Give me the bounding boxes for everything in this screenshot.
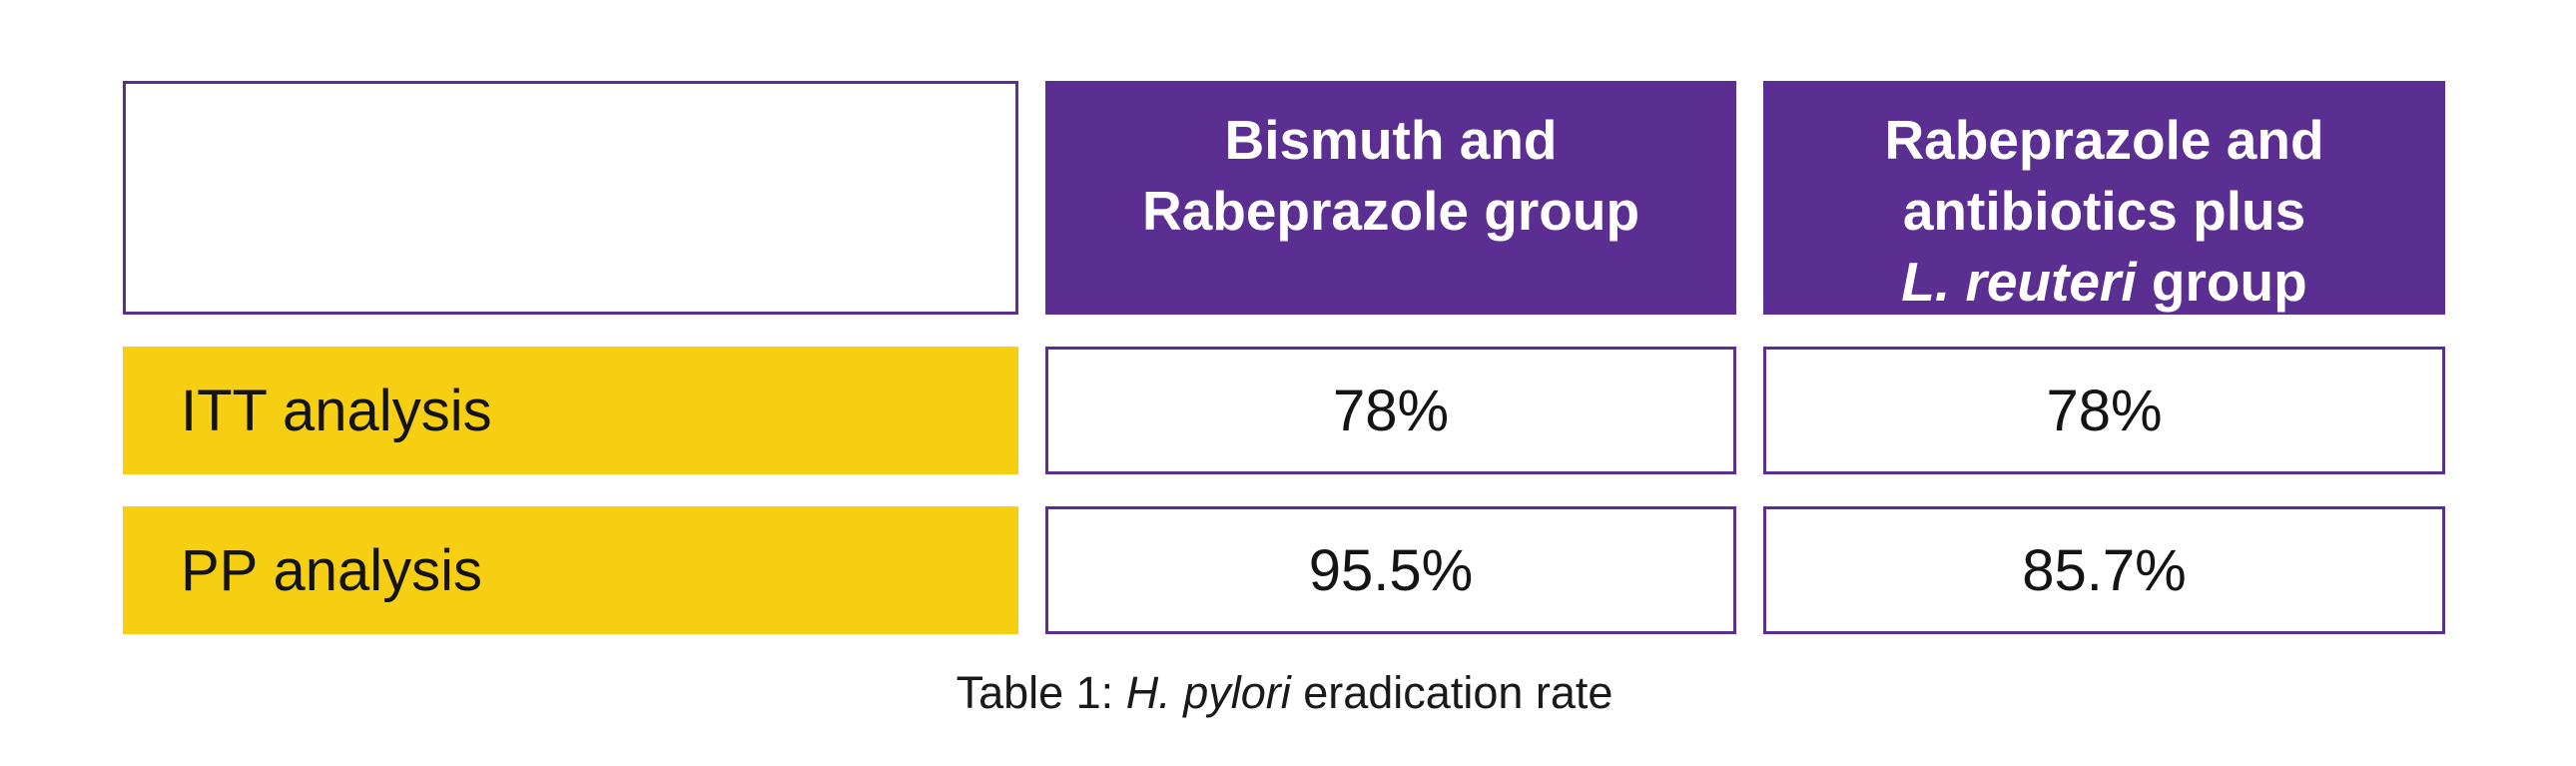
- row-label-text: PP analysis: [181, 537, 482, 603]
- value-text: 85.7%: [2022, 537, 2187, 603]
- column-header-line: L. reuteri group: [1763, 247, 2445, 318]
- column-header-line: antibiotics plus: [1902, 180, 2306, 242]
- value-cell-pp-bismuth: 95.5%: [1045, 506, 1736, 634]
- row-label-itt-analysis: ITT analysis: [123, 347, 1018, 474]
- value-cell-itt-lreuteri: 78%: [1763, 347, 2445, 474]
- column-header-bismuth-rabeprazole: Bismuth and Rabeprazole group: [1045, 81, 1736, 315]
- caption-suffix: eradication rate: [1290, 667, 1613, 718]
- table-corner-cell: [123, 81, 1018, 315]
- eradication-rate-table: Bismuth and Rabeprazole group Rabeprazol…: [123, 81, 2445, 634]
- column-header-rabeprazole-antibiotics-lreuteri: Rabeprazole and antibiotics plus L. reut…: [1763, 81, 2445, 315]
- value-cell-pp-lreuteri: 85.7%: [1763, 506, 2445, 634]
- column-header-line: Bismuth and: [1224, 109, 1558, 171]
- column-header-line: Rabeprazole group: [1141, 180, 1640, 242]
- value-text: 78%: [2046, 378, 2163, 443]
- value-text: 95.5%: [1308, 537, 1474, 603]
- species-name-italic: L. reuteri: [1901, 251, 2137, 313]
- column-header-line-rest: group: [2136, 251, 2307, 313]
- row-label-pp-analysis: PP analysis: [123, 506, 1018, 634]
- row-label-text: ITT analysis: [181, 378, 492, 443]
- value-text: 78%: [1332, 378, 1450, 443]
- caption-species-italic: H. pylori: [1125, 667, 1291, 718]
- table-caption: Table 1: H. pylori eradication rate: [123, 667, 2446, 719]
- caption-prefix: Table 1:: [956, 667, 1126, 718]
- column-header-line: Rabeprazole and: [1884, 109, 2324, 171]
- value-cell-itt-bismuth: 78%: [1045, 347, 1736, 474]
